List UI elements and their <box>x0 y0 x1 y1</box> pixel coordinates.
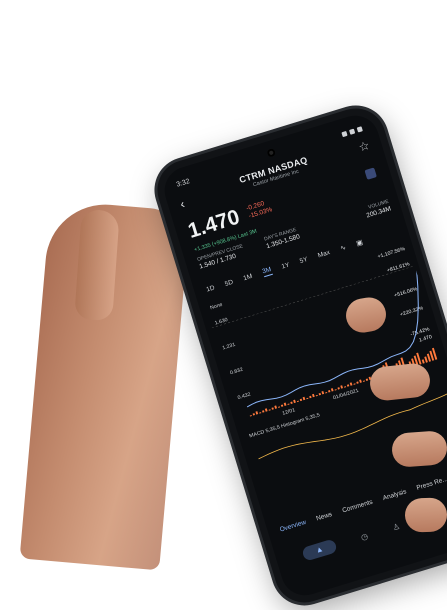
nav-clock-icon[interactable]: ◷ <box>359 531 369 542</box>
date-label-1: 12/01 <box>282 407 296 416</box>
indicator-label: MACD 5,35,5 Histogram 5,35,5 <box>249 412 321 439</box>
volume-bar <box>356 381 359 384</box>
volume-bar <box>259 412 262 414</box>
thumb <box>74 208 120 322</box>
range-5y[interactable]: 5Y <box>298 255 309 265</box>
volume-bar <box>421 359 425 364</box>
volume-bar <box>296 400 300 403</box>
range-1m[interactable]: 1M <box>242 272 254 282</box>
volume-bar <box>271 407 274 410</box>
volume-bar <box>280 404 284 407</box>
wifi-icon <box>341 130 348 137</box>
volume-bar <box>431 347 438 360</box>
status-icons <box>341 125 363 137</box>
chart-none-label: None <box>209 302 223 311</box>
nav-person-icon[interactable]: ♙ <box>391 521 401 532</box>
status-time: 3:32 <box>175 177 191 189</box>
volume-bar <box>268 409 271 411</box>
chart-svg: None 1.630 1.231 0.832 0.432 +1,107.56% … <box>209 246 447 460</box>
volume-bar <box>353 383 356 385</box>
stat-volume: VOLUME 200.34M <box>364 199 392 220</box>
right-label-4: +220.32% <box>399 305 424 318</box>
volume-bar <box>283 402 287 406</box>
star-icon[interactable]: ☆ <box>356 138 372 155</box>
volume-bar <box>299 398 303 402</box>
left-label-1: 1.630 <box>214 317 228 326</box>
volume-bar <box>290 401 293 405</box>
range-max[interactable]: Max <box>316 248 331 259</box>
left-label-4: 0.432 <box>237 392 251 401</box>
volume-bar <box>325 391 328 394</box>
range-3m[interactable]: 3M <box>261 265 273 277</box>
volume-bar <box>315 394 318 397</box>
signal-icon <box>348 128 356 135</box>
volume-bar <box>337 387 340 390</box>
volume-bar <box>330 388 334 392</box>
phone-screen: 3:32 ‹ CTRM NASDAQ Castor Maritime Inc ☆… <box>158 109 447 602</box>
volume-bar <box>413 355 419 366</box>
volume-bar <box>306 397 309 400</box>
stat-range: DAY'S RANGE 1.350-1.580 <box>263 227 300 250</box>
volume-bar <box>340 385 344 389</box>
volume-bar <box>302 396 306 401</box>
reference-line <box>211 265 415 329</box>
volume-bar <box>349 382 353 386</box>
tab-overview[interactable]: Overview <box>278 518 307 534</box>
portfolio-icon[interactable] <box>364 167 377 180</box>
right-label-3: +516.06% <box>393 286 418 299</box>
chart-type-icon[interactable]: ∿ <box>339 244 348 253</box>
finger-little <box>404 497 447 533</box>
range-1d[interactable]: 1D <box>205 283 216 294</box>
price-line <box>246 263 419 408</box>
volume-bar <box>344 386 347 388</box>
volume-bar <box>365 378 369 381</box>
right-label-2: +811.61% <box>386 261 411 274</box>
volume-bar <box>334 389 337 391</box>
volume-bar <box>426 353 431 362</box>
volume-bar <box>318 392 322 396</box>
volume-bar <box>262 410 265 413</box>
volume-bar <box>255 411 259 415</box>
price-chart[interactable]: None 1.630 1.231 0.832 0.432 +1,107.56% … <box>204 241 447 485</box>
volume-bar <box>312 393 315 398</box>
photo-scene: 3:32 ‹ CTRM NASDAQ Castor Maritime Inc ☆… <box>19 101 447 610</box>
phone: 3:32 ‹ CTRM NASDAQ Castor Maritime Inc ☆… <box>150 101 447 610</box>
range-1y[interactable]: 1Y <box>280 261 291 271</box>
volume-bar <box>416 352 422 365</box>
tab-press[interactable]: Press Re... <box>415 475 447 492</box>
volume-bar <box>287 403 290 405</box>
tab-news[interactable]: News <box>315 510 334 523</box>
right-label-5: -75.42% <box>410 326 431 337</box>
price-change: -0.260 -15.03% <box>246 199 274 221</box>
fullscreen-icon[interactable]: ▣ <box>355 239 364 248</box>
macd-line <box>258 392 447 460</box>
tab-analysis[interactable]: Analysis <box>382 488 408 503</box>
volume-bar <box>293 399 296 404</box>
volume-bar <box>362 380 365 382</box>
left-label-3: 0.832 <box>229 367 243 376</box>
right-label-1: +1,107.56% <box>377 246 406 260</box>
battery-icon <box>356 125 363 133</box>
nav-markets-icon[interactable]: ▲ <box>301 538 338 562</box>
right-label-6: 1.470 <box>418 334 432 343</box>
volume-bar <box>359 379 362 383</box>
volume-bar <box>328 390 331 393</box>
volume-bar <box>264 408 268 412</box>
volume-bar <box>321 390 325 395</box>
range-5d[interactable]: 5D <box>223 278 234 288</box>
volume-bar <box>278 406 281 408</box>
volume-bar <box>429 350 435 361</box>
back-arrow-icon[interactable]: ‹ <box>178 196 187 212</box>
volume-bar <box>252 413 256 416</box>
tab-comments[interactable]: Comments <box>341 498 374 515</box>
volume-bar <box>424 356 428 363</box>
left-label-2: 1.231 <box>222 342 236 351</box>
finger-ring <box>390 430 447 468</box>
volume-bar <box>346 384 350 387</box>
volume-bar <box>249 415 252 417</box>
volume-bar <box>309 395 312 399</box>
volume-bar <box>274 405 278 409</box>
